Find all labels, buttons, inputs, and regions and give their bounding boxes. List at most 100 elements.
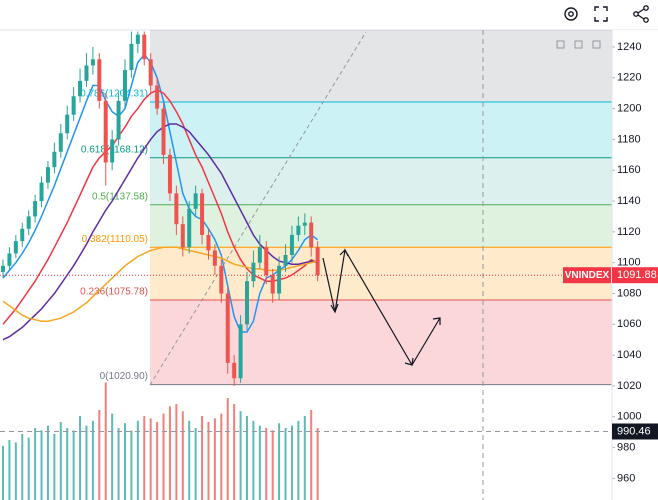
plot [0,31,612,500]
candle-body [7,253,12,266]
volume-bar [252,420,255,500]
y-tick-label: 1140 [617,195,641,207]
price-axis: 1240 1220 1200 1180 1160 1140 1120 1100 1080 1060… [611,30,641,500]
y-tick-label: 1080 [617,287,641,299]
volume-bar [239,411,242,500]
settings-button[interactable] [564,7,578,21]
moving-average-line [2,89,318,325]
volume-bar [79,416,82,500]
candle-body [238,324,243,379]
projection-arrows [322,248,441,367]
candle-body [315,247,320,276]
volume-bar [265,428,268,500]
volume-bar [258,425,261,500]
volume-bar [34,428,37,500]
candle-body [116,100,121,140]
candle-body [129,43,134,71]
candle-body [39,182,44,202]
fib-zone [150,204,612,248]
volume-bar [136,420,139,500]
crosshair-tag [612,423,658,440]
y-tick-label: 960 [617,472,635,484]
candle-body [20,228,25,242]
fullscreen-button[interactable] [594,6,608,22]
last-price-tag [612,267,658,284]
volume-bar [194,428,197,500]
fib-level-label: 0.382(1110.05) [82,234,148,245]
candle-body [33,201,38,217]
fib-level-label: 0.5(1137.58) [92,191,148,202]
candle-body [52,151,57,168]
volume-bar [271,430,274,500]
share-button[interactable] [633,5,649,23]
volume-bar [98,410,101,500]
candle-body [302,222,307,226]
candle-body [155,85,160,109]
y-tick-label: 980 [617,442,635,454]
last-price-label: 1091.88 [617,269,657,281]
candle-body [26,216,31,229]
candle-body [296,225,301,235]
candle-body [148,59,153,86]
y-tick-label: 1020 [617,380,641,392]
symbol-name: VNINDEX [565,270,610,281]
volume-bar [46,425,49,500]
volume-bar [2,446,4,500]
candle-body [103,100,108,163]
candle-body [283,254,288,266]
volume-bar [303,416,306,500]
candle-body [257,247,262,263]
volume-bar [124,423,126,500]
volume-bar [66,428,69,500]
candle-body [65,114,70,134]
candle-body [180,224,185,248]
volume-bar [207,422,210,500]
candle-body [161,108,166,155]
candle-body [84,65,89,81]
volume-bar [130,430,133,500]
toolbar [0,5,658,31]
candle-body [135,34,140,44]
fib-zone [150,30,612,102]
volume-bar [143,416,146,500]
volume-bar [175,404,178,500]
volume-bar [316,428,319,500]
fib-level-label: 0.236(1075.78) [80,287,148,298]
fib-level-label: 0(1020.90) [100,371,148,382]
volume-bar [168,406,171,500]
volume-bar [14,442,17,500]
candle-body [45,167,50,183]
fib-zone [150,247,612,301]
candle-body [167,154,172,194]
candle-body [212,250,217,266]
symbol-tag [563,267,611,284]
y-tick-label: 1200 [617,102,641,114]
candle-body [1,265,5,272]
y-tick-label: 1120 [617,226,641,238]
volume-bar [111,413,114,500]
candle-body [200,193,205,235]
candle-body [142,34,147,60]
price-axis-bg [612,30,658,500]
candle-body [13,241,18,254]
volume-bar [188,420,191,500]
volume-bar [278,423,281,500]
y-tick-label: 1040 [617,349,641,361]
volume-bar [290,425,293,500]
volume-bar [85,425,88,500]
y-tick-label: 1060 [617,318,641,330]
volume-bar [53,434,56,500]
fib-level-label: 0.786(1204.31) [80,89,148,100]
candle-body [219,265,224,294]
volume-bar [284,428,287,500]
candle-body [90,59,95,66]
candle-body [264,247,269,276]
volume-bar [201,416,204,500]
volume-bar [104,382,107,500]
candle-body [245,281,249,325]
y-tick-label: 1220 [617,72,641,84]
candle-body [289,234,294,255]
y-tick-label: 1000 [617,411,641,423]
candle-body [232,362,237,379]
volume-bar [117,428,120,500]
